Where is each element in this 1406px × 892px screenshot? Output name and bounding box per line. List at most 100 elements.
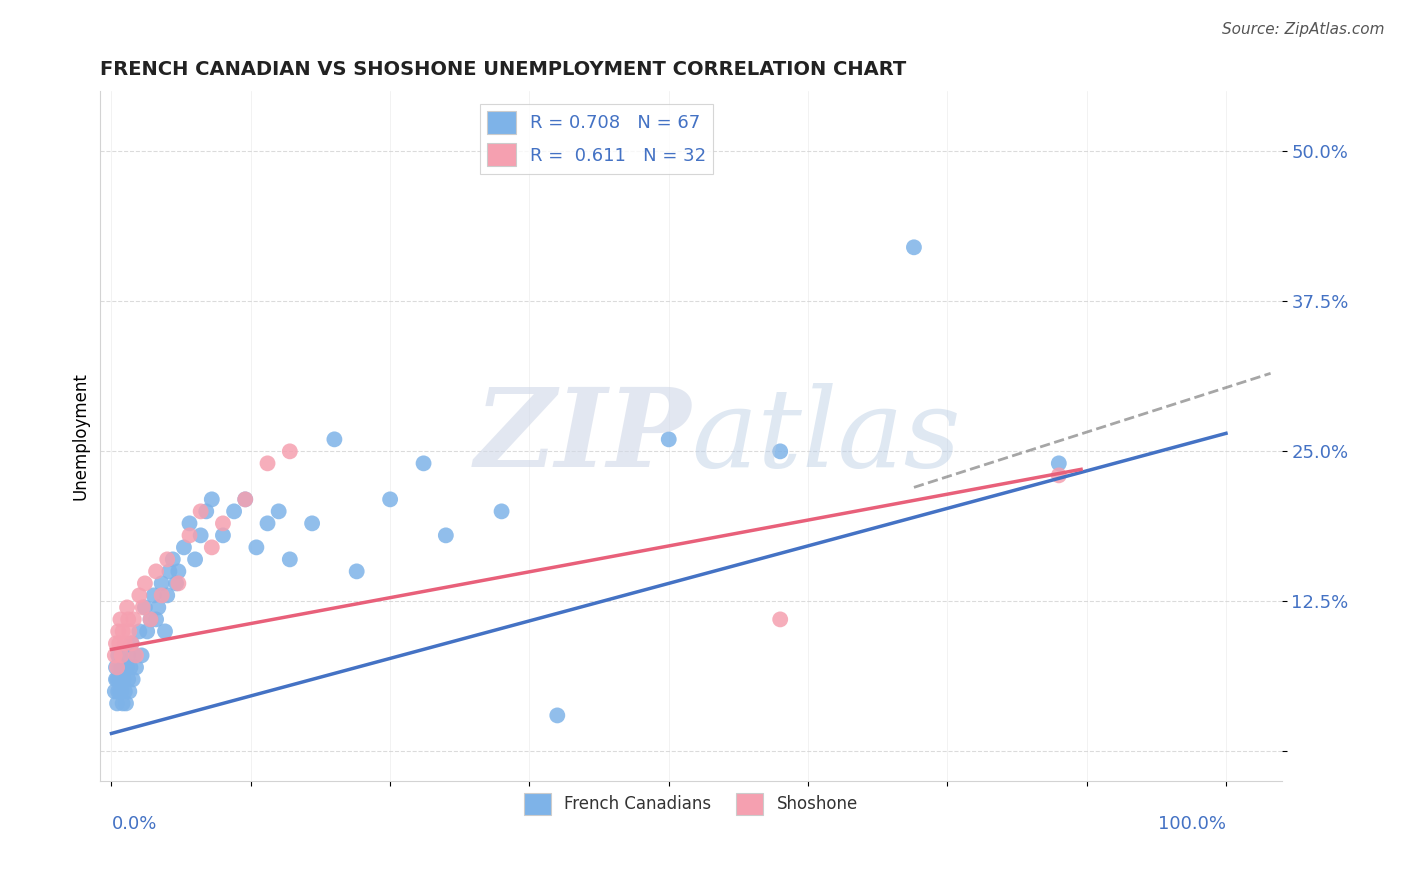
Text: FRENCH CANADIAN VS SHOSHONE UNEMPLOYMENT CORRELATION CHART: FRENCH CANADIAN VS SHOSHONE UNEMPLOYMENT…: [100, 60, 907, 78]
Point: [131, 648, 153, 663]
Point: [173, 541, 195, 555]
Point: [222, 504, 245, 518]
Point: [378, 492, 401, 507]
Point: [278, 444, 301, 458]
Point: [245, 541, 267, 555]
Point: [111, 624, 134, 639]
Point: [125, 660, 148, 674]
Point: [107, 624, 129, 639]
Point: [153, 624, 176, 639]
Point: [117, 612, 139, 626]
Point: [114, 684, 136, 698]
Point: [769, 444, 792, 458]
Point: [117, 673, 139, 687]
Point: [108, 660, 131, 674]
Point: [104, 684, 127, 698]
Point: [1047, 468, 1070, 483]
Point: [134, 600, 156, 615]
Point: [201, 541, 224, 555]
Point: [120, 660, 142, 674]
Point: [110, 648, 132, 663]
Point: [115, 660, 138, 674]
Point: [128, 588, 150, 602]
Point: [167, 576, 190, 591]
Point: [110, 673, 132, 687]
Point: [111, 660, 134, 674]
Point: [434, 528, 457, 542]
Text: atlas: atlas: [690, 383, 960, 490]
Point: [256, 456, 278, 470]
Point: [159, 565, 181, 579]
Point: [145, 612, 167, 626]
Point: [162, 552, 184, 566]
Point: [323, 433, 346, 447]
Point: [190, 528, 212, 542]
Point: [903, 240, 925, 254]
Point: [107, 684, 129, 698]
Point: [195, 504, 218, 518]
Point: [118, 684, 141, 698]
Point: [121, 673, 143, 687]
Point: [769, 612, 792, 626]
Point: [658, 433, 681, 447]
Point: [201, 492, 224, 507]
Point: [111, 697, 134, 711]
Point: [256, 516, 278, 531]
Point: [118, 624, 141, 639]
Point: [115, 600, 138, 615]
Point: [128, 624, 150, 639]
Point: [546, 708, 568, 723]
Point: [125, 648, 148, 663]
Point: [104, 673, 127, 687]
Point: [121, 636, 143, 650]
Text: ZIP: ZIP: [474, 383, 690, 490]
Point: [167, 565, 190, 579]
Point: [121, 636, 143, 650]
Point: [233, 492, 256, 507]
Point: [184, 552, 207, 566]
Point: [150, 576, 173, 591]
Point: [278, 552, 301, 566]
Y-axis label: Unemployment: Unemployment: [72, 373, 89, 500]
Point: [122, 612, 145, 626]
Point: [150, 588, 173, 602]
Point: [190, 504, 212, 518]
Point: [412, 456, 434, 470]
Point: [1047, 456, 1070, 470]
Text: 100.0%: 100.0%: [1159, 814, 1226, 832]
Text: 0.0%: 0.0%: [111, 814, 157, 832]
Point: [142, 588, 165, 602]
Point: [491, 504, 513, 518]
Point: [148, 600, 170, 615]
Point: [110, 684, 132, 698]
Point: [179, 516, 201, 531]
Point: [108, 673, 131, 687]
Point: [136, 624, 159, 639]
Point: [156, 552, 179, 566]
Point: [105, 697, 128, 711]
Point: [104, 648, 127, 663]
Point: [110, 660, 132, 674]
Point: [104, 636, 127, 650]
Point: [112, 673, 135, 687]
Point: [301, 516, 323, 531]
Point: [122, 648, 145, 663]
Text: Source: ZipAtlas.com: Source: ZipAtlas.com: [1222, 22, 1385, 37]
Point: [105, 673, 128, 687]
Point: [212, 516, 235, 531]
Point: [115, 697, 138, 711]
Point: [110, 684, 132, 698]
Point: [114, 636, 136, 650]
Point: [156, 588, 179, 602]
Point: [117, 648, 139, 663]
Point: [139, 612, 162, 626]
Point: [108, 636, 131, 650]
Point: [105, 660, 128, 674]
Point: [212, 528, 235, 542]
Point: [165, 576, 187, 591]
Point: [145, 565, 167, 579]
Point: [267, 504, 290, 518]
Point: [107, 648, 129, 663]
Point: [233, 492, 256, 507]
Point: [110, 612, 132, 626]
